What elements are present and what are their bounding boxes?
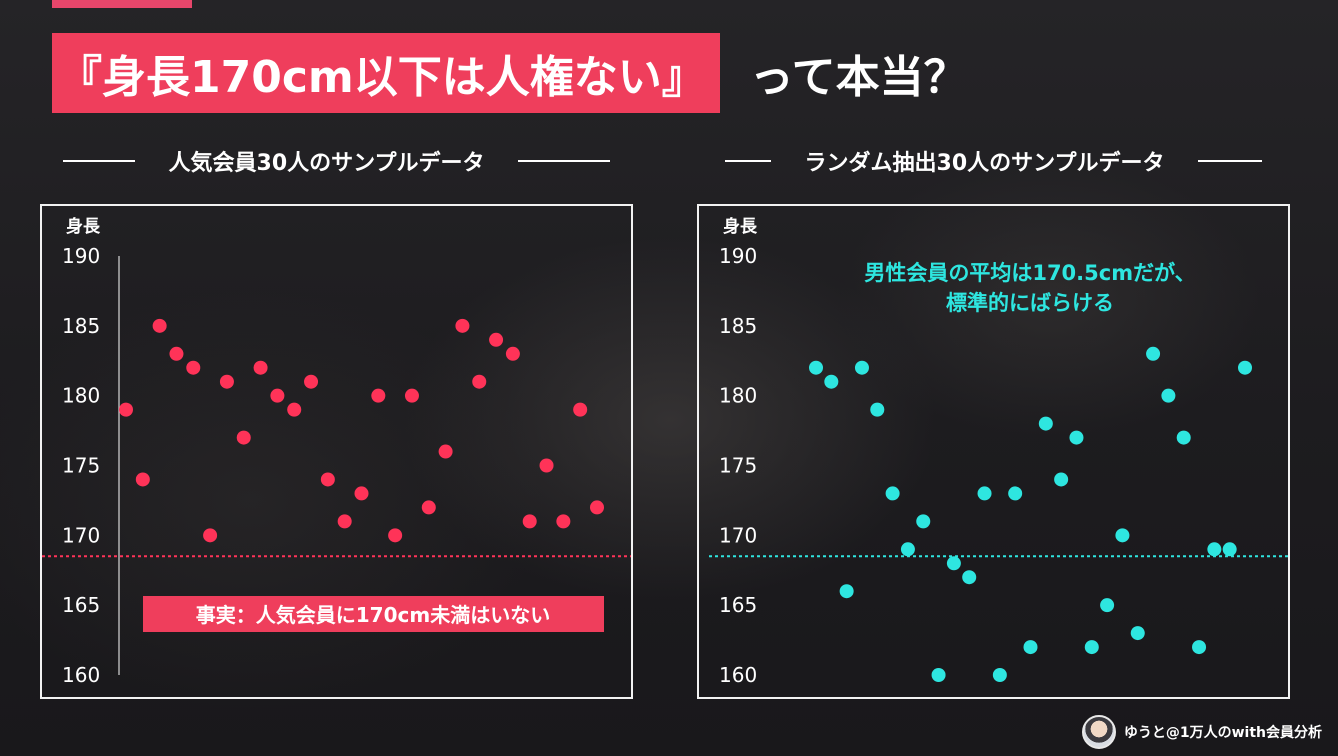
data-point bbox=[1192, 640, 1207, 655]
top-accent-bar bbox=[52, 0, 192, 8]
data-point bbox=[1176, 430, 1191, 445]
data-point bbox=[556, 514, 571, 529]
data-point bbox=[931, 668, 946, 682]
random-members-plot: 身長 190 185 180 175 170 165 160 男性会員の平均は170.5cmだが… bbox=[709, 216, 1288, 687]
annotation-text: 事実：人気会員に170cm未満はいない bbox=[196, 603, 550, 627]
data-point bbox=[489, 332, 504, 347]
data-point bbox=[1023, 640, 1038, 655]
data-point bbox=[404, 388, 419, 403]
y-tick-label: 170 bbox=[62, 523, 100, 547]
data-point bbox=[152, 318, 167, 333]
annotation-line-1: 男性会員の平均は170.5cmだが、 bbox=[864, 261, 1195, 285]
data-point bbox=[946, 556, 961, 571]
data-point bbox=[1130, 626, 1145, 641]
random-members-chart: 身長 190 185 180 175 170 165 160 男性会員の平均は170.5cmだが… bbox=[697, 204, 1290, 699]
author-name: ゆうと@1万人のwith会員分析 bbox=[1123, 725, 1322, 741]
title-rest: って本当？ bbox=[749, 52, 968, 103]
data-point bbox=[1069, 430, 1084, 445]
data-point bbox=[304, 374, 319, 389]
popular-members-chart: 身長 190 185 180 175 170 165 160 事実：人気会員に170cm未満はい… bbox=[40, 204, 633, 699]
data-point bbox=[885, 486, 900, 501]
data-point bbox=[388, 528, 403, 543]
data-point bbox=[1100, 598, 1115, 613]
data-point bbox=[1115, 528, 1130, 543]
data-point bbox=[1222, 542, 1237, 557]
y-tick-label: 180 bbox=[62, 384, 100, 408]
annotation-line-2: 標準的にばらける bbox=[946, 291, 1114, 315]
data-point bbox=[203, 528, 218, 543]
data-point bbox=[455, 318, 470, 333]
y-tick-label: 190 bbox=[719, 244, 757, 268]
data-point bbox=[505, 346, 520, 361]
heading-dash-right bbox=[1198, 160, 1263, 162]
y-tick-label: 175 bbox=[719, 454, 757, 478]
popular-members-plot: 身長 190 185 180 175 170 165 160 事実：人気会員に170cm未満はい… bbox=[42, 216, 631, 687]
title-highlight: 『身長170cm以下は人権ない』 bbox=[52, 33, 720, 113]
data-point bbox=[900, 542, 915, 557]
y-tick-label: 185 bbox=[719, 314, 757, 338]
avatar bbox=[1081, 715, 1116, 749]
y-tick-label: 175 bbox=[62, 454, 100, 478]
data-point bbox=[539, 458, 554, 473]
heading-dash-left bbox=[724, 160, 771, 162]
data-point bbox=[320, 472, 335, 487]
y-tick-label: 165 bbox=[719, 593, 757, 617]
data-point bbox=[287, 402, 302, 417]
data-point bbox=[1054, 472, 1069, 487]
left-chart-heading: 人気会員30人のサンプルデータ bbox=[40, 144, 633, 178]
left-chart-title: 人気会員30人のサンプルデータ bbox=[168, 151, 485, 176]
data-point bbox=[219, 374, 234, 389]
data-point bbox=[421, 500, 436, 515]
annotation-box bbox=[143, 596, 604, 632]
data-point bbox=[337, 514, 352, 529]
y-tick-label: 160 bbox=[719, 663, 757, 687]
data-point bbox=[962, 570, 977, 585]
data-point bbox=[809, 360, 823, 375]
data-point bbox=[824, 374, 839, 389]
data-point bbox=[186, 360, 201, 375]
data-point bbox=[119, 402, 133, 417]
data-point bbox=[354, 486, 369, 501]
data-point bbox=[371, 388, 386, 403]
data-point bbox=[438, 444, 453, 459]
data-point bbox=[839, 584, 854, 599]
y-tick-label: 165 bbox=[62, 593, 100, 617]
right-chart-title: ランダム抽出30人のサンプルデータ bbox=[804, 151, 1165, 176]
y-tick-label: 180 bbox=[719, 384, 757, 408]
data-point bbox=[870, 402, 885, 417]
y-tick-label: 190 bbox=[62, 244, 100, 268]
y-tick-label: 160 bbox=[62, 663, 100, 687]
y-axis-label: 身長 bbox=[723, 216, 758, 237]
right-chart-heading: ランダム抽出30人のサンプルデータ bbox=[697, 144, 1290, 178]
y-tick-label: 170 bbox=[719, 523, 757, 547]
y-tick-label: 185 bbox=[62, 314, 100, 338]
data-point bbox=[169, 346, 184, 361]
data-point bbox=[1084, 640, 1099, 655]
data-point bbox=[135, 472, 150, 487]
data-point bbox=[522, 514, 537, 529]
data-point bbox=[854, 360, 869, 375]
data-point bbox=[1038, 416, 1053, 431]
y-axis-label: 身長 bbox=[66, 216, 101, 237]
data-point bbox=[270, 388, 285, 403]
data-point bbox=[1238, 360, 1252, 375]
data-point bbox=[1008, 486, 1023, 501]
data-point bbox=[573, 402, 588, 417]
heading-dash-left bbox=[62, 160, 135, 162]
data-point bbox=[1146, 346, 1161, 361]
data-point bbox=[992, 668, 1007, 682]
data-point bbox=[472, 374, 487, 389]
data-point bbox=[590, 500, 604, 515]
data-point bbox=[236, 430, 251, 445]
data-point bbox=[1207, 542, 1222, 557]
data-point bbox=[977, 486, 992, 501]
footer-credit: ゆうと@1万人のwith会員分析 bbox=[1081, 713, 1322, 751]
data-point bbox=[253, 360, 268, 375]
page-title: 『身長170cm以下は人権ない』 って本当？ bbox=[52, 33, 968, 113]
heading-dash-right bbox=[518, 160, 611, 162]
data-point bbox=[916, 514, 931, 529]
data-point bbox=[1161, 388, 1176, 403]
